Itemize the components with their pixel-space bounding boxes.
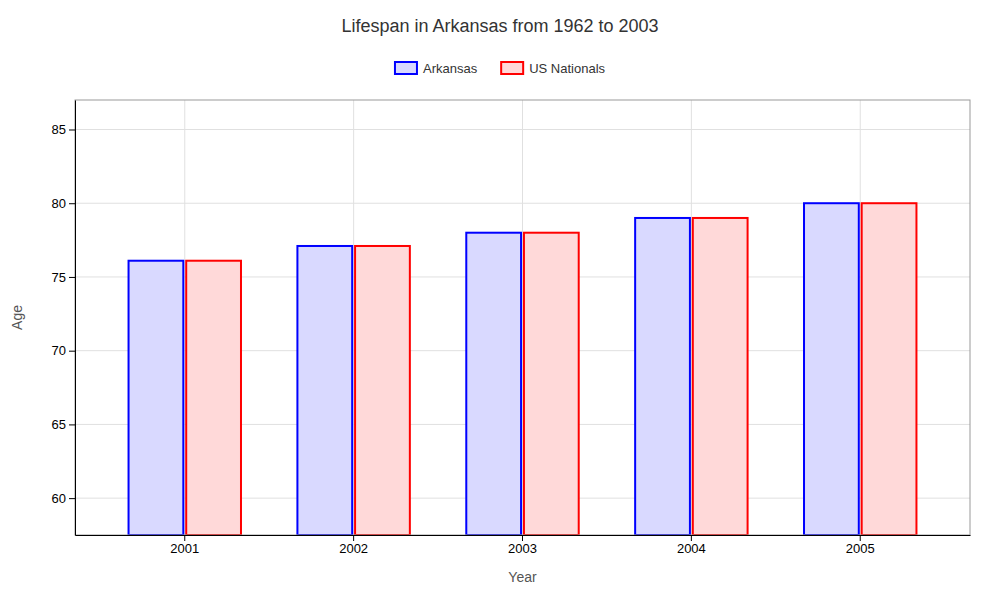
y-tick-mark [69, 424, 75, 425]
x-tick-mark [353, 535, 354, 541]
grid-line-x [353, 100, 354, 535]
bars [129, 203, 917, 535]
x-tick-label: 2005 [846, 541, 875, 556]
x-tick-mark [184, 535, 185, 541]
bar [186, 261, 241, 535]
y-tick: 75 [52, 270, 75, 285]
series [129, 203, 859, 535]
y-tick: 85 [52, 122, 75, 137]
bar [297, 246, 352, 535]
grid-line-x [691, 100, 692, 535]
x-axis: 2001 2002 2003 2004 2005 [76, 535, 971, 556]
legend-item: Arkansas [395, 61, 478, 76]
x-tick: 2003 [508, 535, 537, 556]
y-axis: 60 65 70 75 80 85 [52, 101, 76, 536]
legend: Arkansas US Nationals [395, 61, 606, 76]
legend-swatch [501, 62, 523, 74]
y-tick-label: 80 [52, 196, 66, 211]
grid-line-x [522, 100, 523, 535]
legend-swatch [395, 62, 417, 74]
y-axis-title: Age [9, 305, 25, 330]
plot-frame [75, 100, 970, 535]
x-tick: 2002 [339, 535, 368, 556]
grid-line-x [184, 100, 185, 535]
y-tick: 65 [52, 417, 75, 432]
bar [862, 203, 917, 535]
bar [524, 233, 579, 535]
bar [693, 218, 748, 535]
x-tick: 2005 [846, 535, 875, 556]
legend-label: Arkansas [423, 61, 478, 76]
legend-label: US Nationals [529, 61, 605, 76]
y-tick-mark [69, 203, 75, 204]
x-tick-mark [691, 535, 692, 541]
bar [804, 203, 859, 535]
chart: Lifespan in Arkansas from 1962 to 2003 20… [0, 0, 1000, 600]
bar [466, 233, 521, 535]
x-tick-label: 2004 [677, 541, 706, 556]
x-tick: 2001 [170, 535, 199, 556]
x-tick-label: 2003 [508, 541, 537, 556]
series [186, 203, 916, 535]
y-tick-label: 85 [52, 122, 66, 137]
bar [129, 261, 184, 535]
grid-line-x [860, 100, 861, 535]
bar [635, 218, 690, 535]
grid [75, 100, 970, 535]
y-axis-line [75, 101, 76, 536]
y-tick: 80 [52, 196, 75, 211]
y-tick-label: 60 [52, 491, 66, 506]
y-tick: 70 [52, 343, 75, 358]
y-tick-label: 65 [52, 417, 66, 432]
y-tick-mark [69, 277, 75, 278]
bar [355, 246, 410, 535]
y-tick-mark [69, 129, 75, 130]
title: Lifespan in Arkansas from 1962 to 2003 [341, 16, 658, 36]
x-axis-title: Year [508, 569, 537, 585]
y-tick-label: 70 [52, 343, 66, 358]
plot-area: 2001 2002 2003 2004 2005 60 65 70 75 80 85 [52, 100, 971, 556]
x-tick: 2004 [677, 535, 706, 556]
y-tick-mark [69, 498, 75, 499]
x-tick-mark [860, 535, 861, 541]
x-tick-label: 2001 [170, 541, 199, 556]
x-tick-label: 2002 [339, 541, 368, 556]
x-tick-mark [522, 535, 523, 541]
y-tick: 60 [52, 491, 75, 506]
y-tick-mark [69, 351, 75, 352]
legend-item: US Nationals [501, 61, 605, 76]
y-tick-label: 75 [52, 270, 66, 285]
